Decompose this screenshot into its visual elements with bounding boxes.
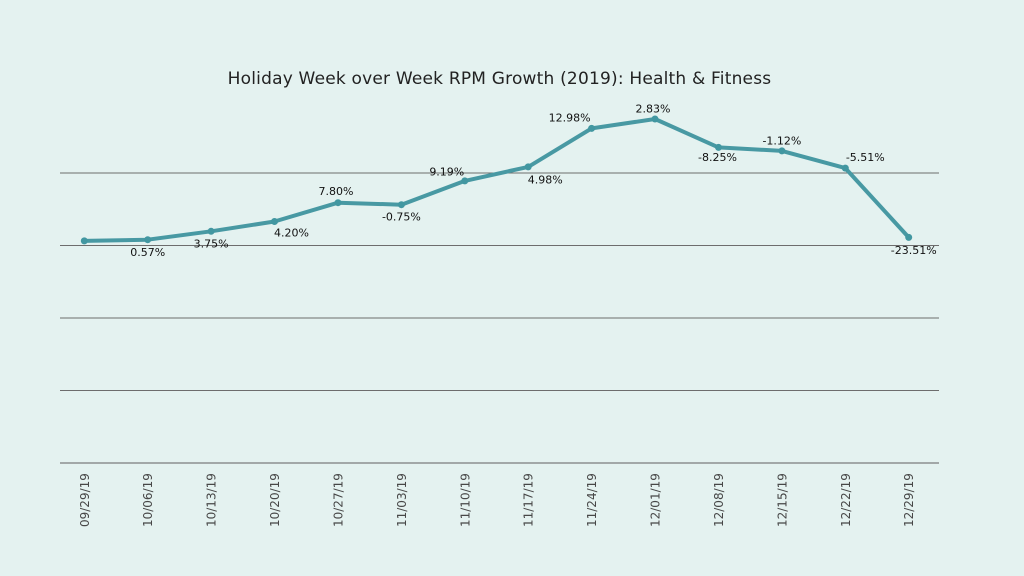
point-label: 3.75% xyxy=(194,237,229,250)
x-tick-label: 11/24/19 xyxy=(585,473,599,527)
point-label: 4.98% xyxy=(528,173,563,186)
data-point-marker xyxy=(144,236,152,244)
data-point-marker xyxy=(271,218,278,225)
series-line xyxy=(82,117,911,243)
point-label: 4.20% xyxy=(274,227,309,240)
x-tick-label: 11/03/19 xyxy=(395,473,409,527)
point-label: -0.75% xyxy=(382,211,421,224)
data-point-marker xyxy=(905,233,913,241)
x-tick-label: 12/15/19 xyxy=(775,473,789,527)
x-tick-label: 10/27/19 xyxy=(332,473,346,527)
data-point-marker xyxy=(334,199,342,207)
data-point-marker xyxy=(651,115,659,123)
x-tick-label: 10/13/19 xyxy=(205,473,219,527)
data-point-marker xyxy=(715,143,722,151)
data-point-marker xyxy=(588,124,596,132)
point-label: -1.12% xyxy=(762,134,801,147)
x-tick-label: 09/29/19 xyxy=(78,473,92,527)
x-tick-label: 12/08/19 xyxy=(712,473,726,527)
x-tick-label: 12/01/19 xyxy=(649,473,663,527)
point-label: 7.80% xyxy=(319,185,354,198)
data-point-marker xyxy=(80,237,88,245)
point-label: 0.57% xyxy=(130,246,165,259)
data-point-marker xyxy=(397,201,405,209)
data-point-marker xyxy=(778,147,786,155)
data-point-marker xyxy=(461,177,469,185)
point-label: -5.51% xyxy=(846,151,885,164)
point-label: 9.19% xyxy=(429,165,464,178)
data-point-marker xyxy=(524,163,532,171)
x-tick-label: 10/20/19 xyxy=(268,473,282,527)
point-label: 2.83% xyxy=(636,103,671,116)
x-tick-label: 12/22/19 xyxy=(839,473,853,527)
point-label: -8.25% xyxy=(698,151,737,164)
point-label: 12.98% xyxy=(549,111,591,124)
x-tick-label: 12/29/19 xyxy=(902,473,916,527)
chart-title: Holiday Week over Week RPM Growth (2019)… xyxy=(227,69,772,89)
x-tick-label: 11/10/19 xyxy=(458,473,472,527)
point-label: -23.51% xyxy=(891,244,937,257)
x-tick-label: 10/06/19 xyxy=(141,473,155,527)
data-point-marker xyxy=(207,227,215,235)
data-point-marker xyxy=(841,164,849,172)
x-tick-label: 11/17/19 xyxy=(522,473,536,527)
